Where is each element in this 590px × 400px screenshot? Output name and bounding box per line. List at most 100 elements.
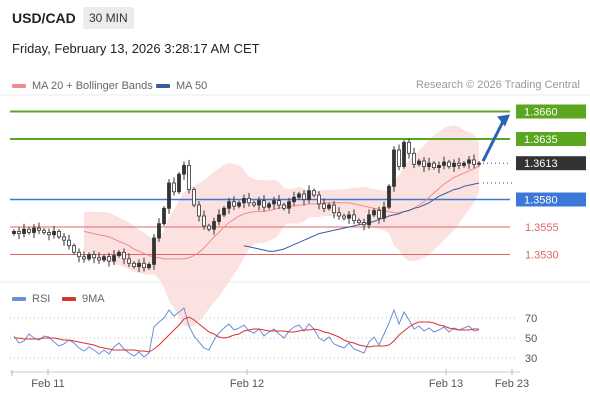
level-label-1.3635: 1.3635: [524, 134, 558, 146]
candle-body: [337, 212, 341, 217]
candle-body: [372, 210, 376, 216]
candle-body: [297, 193, 301, 198]
copyright: Research © 2026 Trading Central: [415, 79, 580, 91]
candle-body: [27, 228, 31, 233]
candle-body: [177, 173, 181, 193]
candle-body: [477, 162, 481, 165]
top-bar: USD/CAD 30 MIN: [0, 0, 590, 36]
x-tick-label: Feb 12: [230, 378, 264, 390]
candle-body: [327, 204, 331, 209]
candle-body: [112, 255, 116, 262]
candle-body: [92, 254, 96, 259]
candle-body: [342, 215, 346, 219]
ma50-swatch: [156, 84, 170, 89]
candle-body: [197, 204, 201, 217]
rsi-level-label-70: 70: [525, 313, 537, 325]
candle-body: [152, 237, 156, 265]
candle-body: [122, 251, 126, 260]
candle-body: [47, 232, 51, 236]
candle-body: [352, 214, 356, 221]
candle-body: [387, 185, 391, 208]
candle-body: [432, 162, 436, 168]
candle-body: [72, 245, 76, 253]
candle-body: [62, 236, 66, 241]
candle-body: [462, 162, 466, 166]
rsi-swatch: [12, 297, 26, 302]
candle-body: [252, 202, 256, 206]
candle-body: [127, 258, 131, 264]
legend-rsi: RSI: [12, 292, 50, 306]
level-tag-1.3660: [516, 104, 586, 119]
level-label-1.3660: 1.3660: [524, 107, 558, 119]
ma20-swatch: [12, 84, 26, 89]
candle-body: [132, 262, 136, 267]
candle-body: [367, 214, 371, 226]
candle-body: [162, 207, 166, 225]
candle-body: [97, 257, 101, 261]
candle-body: [282, 204, 286, 209]
candle-body: [22, 228, 26, 234]
candle-body: [102, 256, 106, 261]
candle-body: [287, 201, 291, 209]
candle-body: [417, 160, 421, 165]
level-label-1.3530: 1.3530: [525, 250, 559, 262]
rsi-level-label-50: 50: [525, 333, 537, 345]
legend-9ma: 9MA: [62, 292, 105, 306]
candle-body: [267, 203, 271, 208]
candle-body: [12, 230, 16, 234]
candle-body: [157, 223, 161, 239]
candle-body: [427, 162, 431, 167]
candle-body: [182, 164, 186, 175]
candle-body: [457, 162, 461, 166]
level-label-1.3555: 1.3555: [525, 222, 559, 234]
candle-body: [227, 201, 231, 209]
candle-body: [322, 203, 326, 209]
candle-body: [402, 141, 406, 167]
candle-body: [37, 227, 41, 231]
candle-body: [302, 193, 306, 200]
candle-body: [172, 182, 176, 193]
candle-body: [142, 262, 146, 269]
candle-body: [272, 200, 276, 205]
forecast-arrow: [481, 118, 506, 162]
candle-body: [202, 215, 206, 227]
legend-ma50-label: MA 50: [176, 80, 208, 92]
candle-body: [167, 182, 171, 209]
candle-body: [262, 200, 266, 208]
candle-body: [207, 225, 211, 230]
candle-body: [147, 263, 151, 269]
rsi-line: [13, 307, 480, 358]
timestamp: Friday, February 13, 2026 3:28:17 AM CET: [12, 41, 260, 56]
rsi-ma-swatch: [62, 297, 76, 302]
candle-body: [382, 206, 386, 219]
candle-body: [442, 161, 446, 166]
candle-body: [222, 207, 226, 216]
candle-body: [187, 164, 191, 190]
candle-body: [447, 161, 451, 167]
candle-body: [82, 256, 86, 260]
rsi-ma-line: [14, 316, 479, 353]
legend-rsi-label: RSI: [32, 293, 51, 305]
timeframe-button[interactable]: 30 MIN: [83, 7, 134, 29]
ma50-line: [243, 182, 480, 252]
candle-body: [242, 197, 246, 204]
level-tag-1.3613: [516, 156, 586, 171]
level-tag-1.3580: [516, 192, 586, 207]
candle-body: [42, 229, 46, 233]
candle-body: [472, 159, 476, 165]
candle-body: [357, 219, 361, 223]
candle-body: [247, 197, 251, 204]
legend-ma50: MA 50: [156, 79, 207, 93]
level-tag-1.3635: [516, 132, 586, 146]
candle-body: [332, 204, 336, 214]
candle-body: [437, 164, 441, 168]
candle-body: [32, 227, 36, 233]
candle-body: [217, 214, 221, 222]
level-label-1.3613: 1.3613: [524, 158, 558, 170]
candle-body: [237, 202, 241, 207]
candle-body: [392, 149, 396, 187]
currency-pair: USD/CAD: [12, 10, 76, 26]
candle-body: [407, 141, 411, 154]
candle-body: [117, 251, 121, 257]
